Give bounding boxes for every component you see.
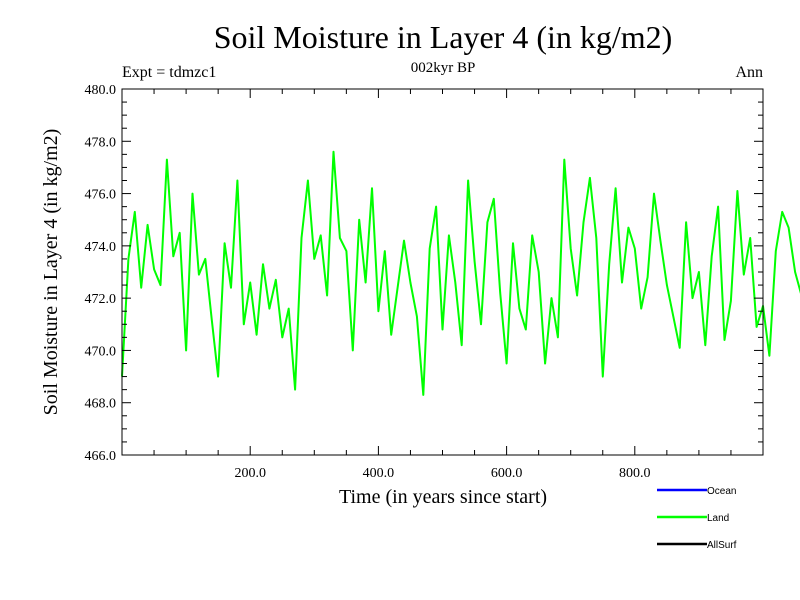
legend-entry-allsurf: AllSurf bbox=[657, 540, 737, 551]
series-layer bbox=[121, 150, 800, 396]
chart-title: Soil Moisture in Layer 4 (in kg/m2) bbox=[214, 19, 673, 55]
x-tick-label: 800.0 bbox=[619, 466, 651, 481]
tick-layer bbox=[122, 88, 763, 456]
y-tick-label: 474.0 bbox=[85, 240, 117, 255]
experiment-label: Expt = tdmzc1 bbox=[122, 64, 216, 81]
x-tick-label: 600.0 bbox=[491, 466, 523, 481]
y-axis-label: Soil Moisture in Layer 4 (in kg/m2) bbox=[40, 129, 62, 416]
y-tick-label: 476.0 bbox=[85, 188, 117, 203]
y-tick-label: 468.0 bbox=[85, 397, 117, 412]
legend: Ocean Land AllSurf bbox=[657, 486, 737, 551]
legend-label: Ocean bbox=[707, 486, 736, 497]
y-tick-label: 466.0 bbox=[85, 449, 117, 464]
x-axis-label: Time (in years since start) bbox=[339, 486, 547, 508]
y-tick-label: 480.0 bbox=[85, 83, 117, 98]
plot-area: 466.0 468.0 470.0 472.0 474.0 476.0 478.0 480.0… bbox=[85, 83, 800, 481]
y-tick-label: 472.0 bbox=[85, 292, 117, 307]
ticklabel-layer: 466.0 468.0 470.0 472.0 474.0 476.0 478.0 480.0… bbox=[85, 83, 651, 481]
legend-entry-ocean: Ocean bbox=[657, 486, 736, 497]
x-tick-label: 400.0 bbox=[363, 466, 395, 481]
x-tick-label: 200.0 bbox=[234, 466, 266, 481]
season-label: Ann bbox=[735, 64, 763, 81]
y-tick-label: 478.0 bbox=[85, 135, 117, 150]
legend-entry-land: Land bbox=[657, 513, 729, 524]
legend-label: Land bbox=[707, 513, 729, 524]
chart-subtitle: 002kyr BP bbox=[411, 60, 476, 76]
series-line-land bbox=[121, 150, 800, 396]
y-tick-label: 470.0 bbox=[85, 344, 117, 359]
legend-label: AllSurf bbox=[707, 540, 737, 551]
